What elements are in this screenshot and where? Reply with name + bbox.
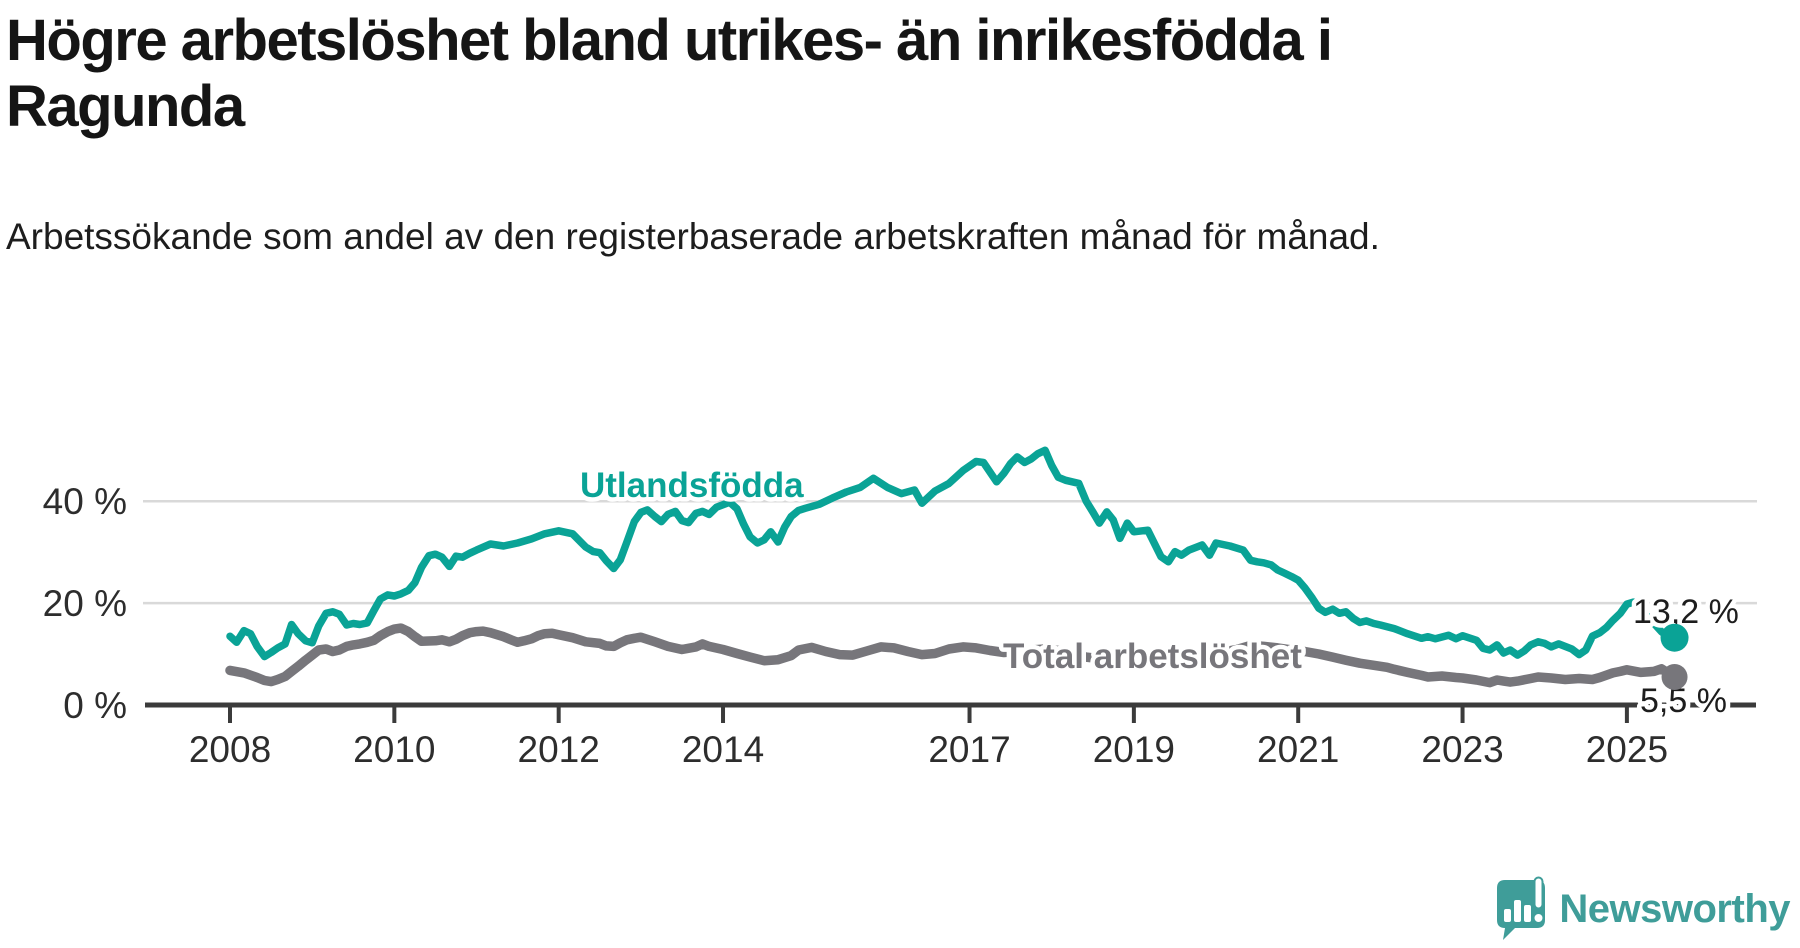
x-axis-label: 2017 — [928, 729, 1010, 770]
x-axis-label: 2008 — [189, 729, 271, 770]
page-title: Högre arbetslöshet bland utrikes- än inr… — [6, 8, 1333, 139]
utlandsfodda-end-dot — [1660, 623, 1689, 652]
total-line — [225, 623, 1680, 688]
chart-subtitle: Arbetssökande som andel av den registerb… — [6, 216, 1380, 257]
utlandsfodda-series-label: Utlandsfödda — [580, 466, 804, 505]
x-axis-label: 2025 — [1586, 729, 1668, 770]
total-end-value-label: 5,5 % — [1640, 682, 1727, 720]
x-axis-label: 2012 — [518, 729, 600, 770]
y-axis-label: 20 % — [43, 583, 127, 624]
x-axis-label: 2019 — [1093, 729, 1175, 770]
x-axis-label: 2014 — [682, 729, 764, 770]
x-axis-label: 2021 — [1257, 729, 1339, 770]
y-axis-label: 40 % — [43, 481, 127, 522]
utlandsfodda-line — [226, 446, 1679, 661]
y-axis-label: 0 % — [63, 685, 127, 726]
total-end-dot — [1661, 663, 1688, 690]
x-axis-label: 2023 — [1421, 729, 1503, 770]
newsworthy-logo: Newsworthy — [1491, 876, 1790, 942]
newsworthy-speech-bubble-chart-icon — [1491, 876, 1549, 942]
newsworthy-logo-text: Newsworthy — [1559, 886, 1790, 931]
x-axis-label: 2010 — [353, 729, 435, 770]
utlandsfodda-end-value-label: 13,2 % — [1633, 593, 1739, 631]
total-series-label: Total arbetslöshet — [1003, 637, 1302, 676]
